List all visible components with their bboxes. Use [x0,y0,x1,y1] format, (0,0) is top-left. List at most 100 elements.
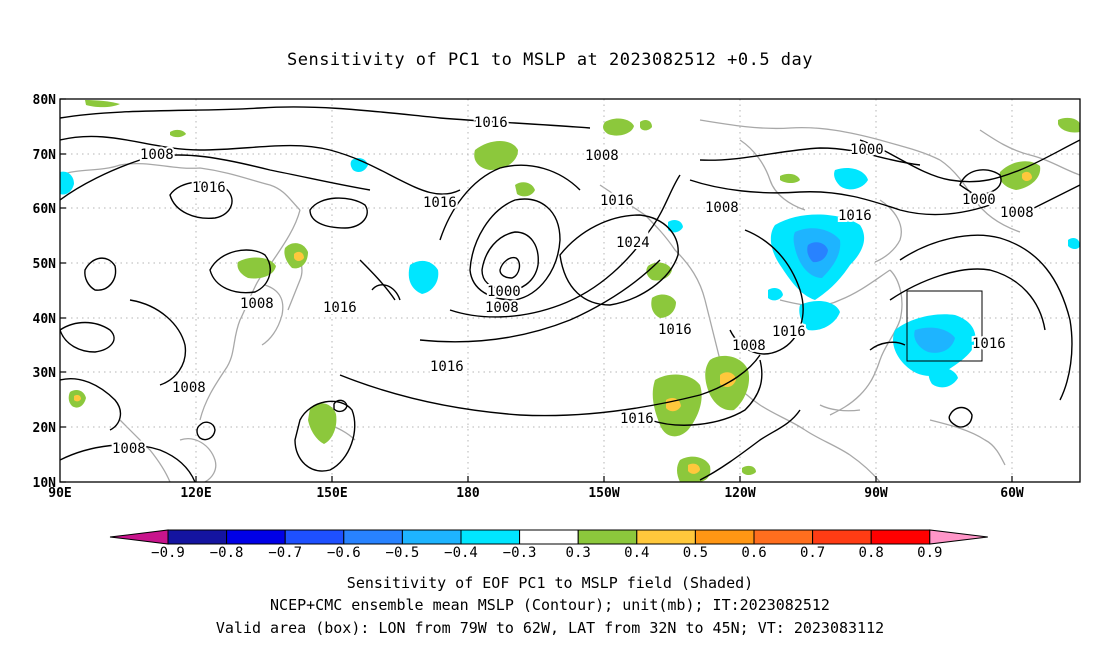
shade-positive [651,294,676,318]
lat-label: 70N [33,148,57,163]
shade-negative [668,219,683,233]
shade-positive [742,465,756,475]
chart-title: Sensitivity of PC1 to MSLP at 2023082512… [286,50,813,70]
lat-labels: 80N 70N 60N 50N 40N 30N 20N 10N [33,93,57,491]
shade-positive [85,100,120,108]
contour-label: 1008 [112,441,146,457]
colorbar-tick-label: −0.9 [151,545,185,561]
contour-label: 1000 [850,142,884,158]
shade-positive [640,119,652,131]
contour-label: 1016 [838,208,872,224]
contour-label: 1016 [474,115,508,131]
tick-marks [60,98,1013,483]
shade-positive [1022,171,1032,181]
contour-label: 1008 [140,147,174,163]
shade-negative [807,242,828,263]
contour-label: 1000 [487,284,521,300]
colorbar-tick-label: −0.8 [210,545,244,561]
shade-negative [60,171,74,195]
colorbar-tick-label: −0.7 [268,545,302,561]
colorbar-tick-label: 0.5 [683,545,708,561]
shade-positive [474,141,518,170]
shade-positive [170,129,186,138]
colorbar-arrow-right [929,529,988,545]
colorbar-swatch [226,529,286,545]
shade-negative [834,168,868,190]
lat-label: 10N [33,476,57,491]
contour-label: 1016 [430,359,464,375]
contour-label: 1008 [705,200,739,216]
lat-label: 20N [33,421,57,436]
contour-label: 1000 [962,192,996,208]
lat-label: 60N [33,202,57,217]
colorbar-swatch [636,529,696,545]
colorbar-swatch [694,529,755,545]
colorbar-tick-label: −0.5 [386,545,420,561]
shade-positive [1058,117,1080,133]
shade-negative [914,327,955,353]
contour-labels: 1016 1008 1016 1016 1016 1008 1016 1000 … [110,113,1036,459]
map-frame [59,98,1081,483]
contour-label: 1016 [658,322,692,338]
contour-label: 1016 [600,193,634,209]
contour-label: 1008 [732,338,766,354]
shade-negative [1068,238,1080,249]
colorbar-tick-label: 0.7 [800,545,825,561]
colorbar-tick-label: 0.8 [859,545,884,561]
shade-positive [780,173,800,183]
shade-positive [646,262,672,281]
shade-positive [720,372,736,388]
lon-label: 120W [724,486,755,501]
colorbar-swatch [460,529,521,545]
contour-label: 1008 [585,148,619,164]
shade-positive [237,257,276,279]
contour-label: 1016 [423,195,457,211]
shade-negative [928,367,958,388]
colorbar-swatch [870,529,931,545]
colorbar-swatch [343,529,403,545]
colorbar-swatch [284,529,345,545]
shade-positive [999,161,1041,190]
contour-label: 1008 [240,296,274,312]
lon-label: 150W [588,486,619,501]
colorbar-swatch [401,529,462,545]
colorbar-tick-label: −0.3 [503,545,537,561]
shade-negative [768,287,783,301]
shade-positive [308,403,337,444]
colorbar-swatch [519,529,579,545]
colorbar-tick-label: 0.3 [566,545,591,561]
contour-label: 1008 [172,380,206,396]
shade-positive [688,463,700,474]
colorbar: −0.9 −0.8 −0.7 −0.6 −0.5 −0.4 −0.3 0.3 0.4 0.5 0.6… [109,529,988,561]
caption-valid-area: Valid area (box): LON from 79W to 62W, L… [215,619,885,637]
lat-label: 40N [33,312,57,327]
shade-positive [515,182,535,197]
lon-label: 60W [1000,486,1024,501]
colorbar-tick-label: 0.9 [917,545,942,561]
mslp-contours [60,106,1080,482]
shade-positive [603,118,634,136]
lon-label: 150E [316,486,347,501]
valid-area-box [906,290,983,362]
lat-label: 80N [33,93,57,108]
lon-label: 120E [180,486,211,501]
shade-negative [408,260,439,294]
lon-labels: 90E 120E 150E 180 150W 120W 90W 60W [48,486,1024,501]
lon-label: 90E [48,486,71,501]
contour-label: 1016 [323,300,357,316]
colorbar-swatch [577,529,638,545]
caption-shading: Sensitivity of EOF PC1 to MSLP field (Sh… [346,574,754,592]
shade-positive [74,395,81,402]
colorbar-swatch [753,529,814,545]
colorbar-arrow-left [109,529,169,545]
colorbar-swatch [812,529,872,545]
contour-label: 1016 [192,180,226,196]
contour-label: 1008 [485,300,519,316]
contour-label: 1016 [972,336,1006,352]
map-area: 1016 1008 1016 1016 1016 1008 1016 1000 … [60,99,1080,482]
contour-label: 1016 [620,411,654,427]
contour-label: 1024 [616,235,650,251]
colorbar-tick-label: 0.6 [741,545,766,561]
lon-label: 180 [456,486,480,501]
